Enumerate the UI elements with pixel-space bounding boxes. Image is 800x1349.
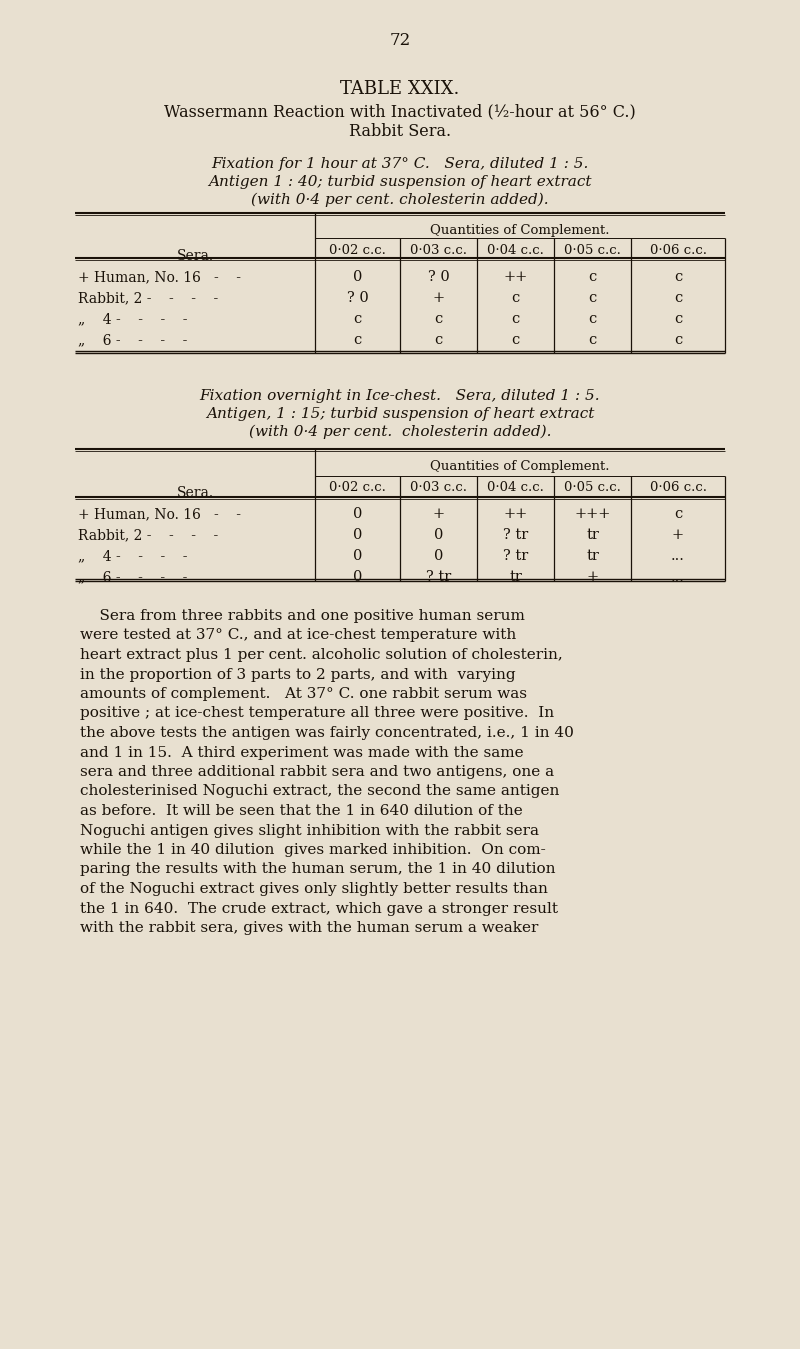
Text: + Human, No. 16   -    -: + Human, No. 16 - - [78, 507, 241, 521]
Text: 0·06 c.c.: 0·06 c.c. [650, 482, 706, 494]
Text: sera and three additional rabbit sera and two antigens, one a: sera and three additional rabbit sera an… [80, 765, 554, 778]
Text: 0: 0 [353, 270, 362, 285]
Text: TABLE XXIX.: TABLE XXIX. [340, 80, 460, 98]
Text: amounts of complement.   At 37° C. one rabbit serum was: amounts of complement. At 37° C. one rab… [80, 687, 527, 701]
Text: Antigen 1 : 40; turbid suspension of heart extract: Antigen 1 : 40; turbid suspension of hea… [208, 175, 592, 189]
Text: Quantities of Complement.: Quantities of Complement. [430, 224, 610, 237]
Text: 0: 0 [353, 549, 362, 563]
Text: c: c [674, 312, 682, 326]
Text: 0: 0 [353, 571, 362, 584]
Text: Antigen, 1 : 15; turbid suspension of heart extract: Antigen, 1 : 15; turbid suspension of he… [206, 407, 594, 421]
Text: ++: ++ [503, 507, 528, 521]
Text: 0·03 c.c.: 0·03 c.c. [410, 482, 467, 494]
Text: c: c [588, 312, 597, 326]
Text: Rabbit Sera.: Rabbit Sera. [349, 123, 451, 140]
Text: as before.  It will be seen that the 1 in 640 dilution of the: as before. It will be seen that the 1 in… [80, 804, 522, 817]
Text: while the 1 in 40 dilution  gives marked inhibition.  On com-: while the 1 in 40 dilution gives marked … [80, 843, 546, 857]
Text: c: c [674, 333, 682, 347]
Text: 0: 0 [434, 549, 443, 563]
Text: Sera.: Sera. [177, 250, 214, 263]
Text: tr: tr [509, 571, 522, 584]
Text: c: c [511, 291, 520, 305]
Text: c: c [354, 312, 362, 326]
Text: with the rabbit sera, gives with the human serum a weaker: with the rabbit sera, gives with the hum… [80, 921, 538, 935]
Text: in the proportion of 3 parts to 2 parts, and with  varying: in the proportion of 3 parts to 2 parts,… [80, 668, 516, 681]
Text: heart extract plus 1 per cent. alcoholic solution of cholesterin,: heart extract plus 1 per cent. alcoholic… [80, 648, 562, 662]
Text: 0: 0 [353, 507, 362, 521]
Text: Sera.: Sera. [177, 486, 214, 500]
Text: c: c [511, 333, 520, 347]
Text: c: c [354, 333, 362, 347]
Text: + Human, No. 16   -    -: + Human, No. 16 - - [78, 270, 241, 285]
Text: Fixation for 1 hour at 37° C.   Sera, diluted 1 : 5.: Fixation for 1 hour at 37° C. Sera, dilu… [211, 156, 589, 171]
Text: ++: ++ [503, 270, 528, 285]
Text: c: c [588, 291, 597, 305]
Text: +: + [433, 291, 445, 305]
Text: Rabbit, 2 -    -    -    -: Rabbit, 2 - - - - [78, 291, 218, 305]
Text: positive ; at ice-chest temperature all three were positive.  In: positive ; at ice-chest temperature all … [80, 707, 554, 720]
Text: c: c [588, 333, 597, 347]
Text: were tested at 37° C., and at ice-chest temperature with: were tested at 37° C., and at ice-chest … [80, 629, 516, 642]
Text: Noguchi antigen gives slight inhibition with the rabbit sera: Noguchi antigen gives slight inhibition … [80, 823, 539, 838]
Text: c: c [434, 333, 442, 347]
Text: of the Noguchi extract gives only slightly better results than: of the Noguchi extract gives only slight… [80, 882, 548, 896]
Text: ...: ... [671, 571, 685, 584]
Text: tr: tr [586, 527, 599, 542]
Text: Rabbit, 2 -    -    -    -: Rabbit, 2 - - - - [78, 527, 218, 542]
Text: c: c [511, 312, 520, 326]
Text: ...: ... [671, 549, 685, 563]
Text: +: + [586, 571, 598, 584]
Text: 72: 72 [390, 32, 410, 49]
Text: cholesterinised Noguchi extract, the second the same antigen: cholesterinised Noguchi extract, the sec… [80, 785, 559, 799]
Text: ? tr: ? tr [426, 571, 451, 584]
Text: 0·04 c.c.: 0·04 c.c. [487, 482, 544, 494]
Text: 0·05 c.c.: 0·05 c.c. [564, 244, 621, 258]
Text: ? 0: ? 0 [346, 291, 368, 305]
Text: tr: tr [586, 549, 599, 563]
Text: 0·06 c.c.: 0·06 c.c. [650, 244, 706, 258]
Text: c: c [588, 270, 597, 285]
Text: Sera from three rabbits and one positive human serum: Sera from three rabbits and one positive… [80, 608, 525, 623]
Text: Fixation overnight in Ice-chest.   Sera, diluted 1 : 5.: Fixation overnight in Ice-chest. Sera, d… [200, 389, 600, 403]
Text: ? 0: ? 0 [428, 270, 450, 285]
Text: 0: 0 [434, 527, 443, 542]
Text: 0·03 c.c.: 0·03 c.c. [410, 244, 467, 258]
Text: „    6 -    -    -    -: „ 6 - - - - [78, 571, 187, 584]
Text: „    6 -    -    -    -: „ 6 - - - - [78, 333, 187, 347]
Text: +: + [433, 507, 445, 521]
Text: and 1 in 15.  A third experiment was made with the same: and 1 in 15. A third experiment was made… [80, 746, 524, 759]
Text: the 1 in 640.  The crude extract, which gave a stronger result: the 1 in 640. The crude extract, which g… [80, 901, 558, 916]
Text: the above tests the antigen was fairly concentrated, i.e., 1 in 40: the above tests the antigen was fairly c… [80, 726, 574, 741]
Text: „    4 -    -    -    -: „ 4 - - - - [78, 312, 187, 326]
Text: +: + [672, 527, 684, 542]
Text: 0·04 c.c.: 0·04 c.c. [487, 244, 544, 258]
Text: paring the results with the human serum, the 1 in 40 dilution: paring the results with the human serum,… [80, 862, 555, 877]
Text: 0·05 c.c.: 0·05 c.c. [564, 482, 621, 494]
Text: 0·02 c.c.: 0·02 c.c. [329, 244, 386, 258]
Text: 0: 0 [353, 527, 362, 542]
Text: ? tr: ? tr [503, 527, 528, 542]
Text: (with 0·4 per cent. cholesterin added).: (with 0·4 per cent. cholesterin added). [251, 193, 549, 208]
Text: Wassermann Reaction with Inactivated (½-hour at 56° C.): Wassermann Reaction with Inactivated (½-… [164, 103, 636, 120]
Text: 0·02 c.c.: 0·02 c.c. [329, 482, 386, 494]
Text: c: c [674, 270, 682, 285]
Text: „    4 -    -    -    -: „ 4 - - - - [78, 549, 187, 563]
Text: (with 0·4 per cent.  cholesterin added).: (with 0·4 per cent. cholesterin added). [249, 425, 551, 440]
Text: +++: +++ [574, 507, 610, 521]
Text: ? tr: ? tr [503, 549, 528, 563]
Text: Quantities of Complement.: Quantities of Complement. [430, 460, 610, 473]
Text: c: c [674, 507, 682, 521]
Text: c: c [674, 291, 682, 305]
Text: c: c [434, 312, 442, 326]
